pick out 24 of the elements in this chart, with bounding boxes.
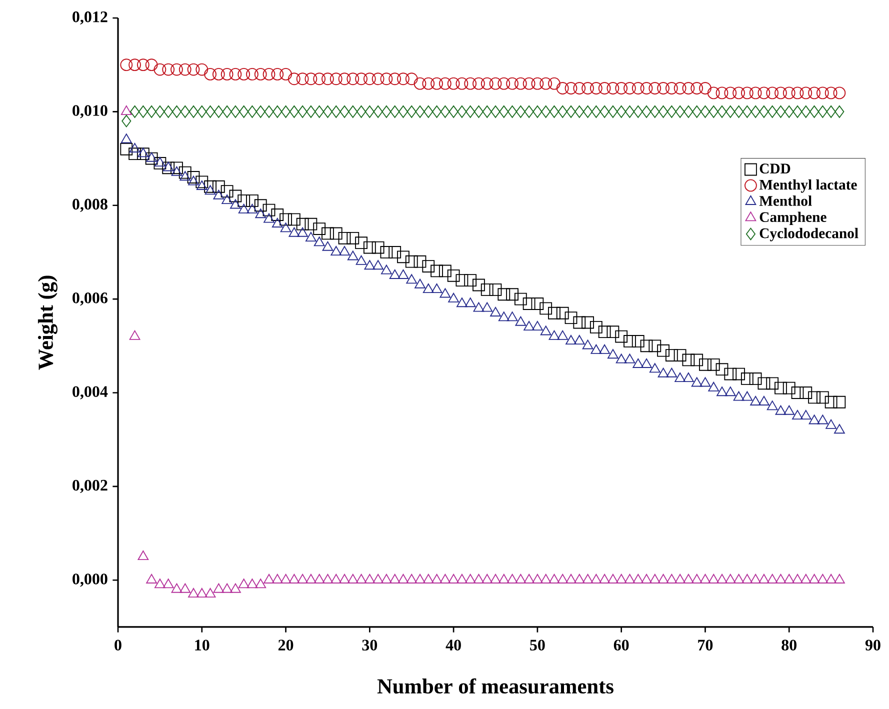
x-tick-label: 90	[865, 640, 880, 650]
legend-label: Cyclododecanol	[760, 228, 858, 242]
x-tick-label: 60	[614, 640, 629, 650]
legend-label: Menthyl lactate	[759, 179, 857, 193]
x-tick-label: 80	[782, 640, 796, 650]
y-tick-label: 0,006	[72, 292, 108, 306]
legend-label: Camphene	[760, 212, 826, 226]
y-tick-label: 0,000	[72, 574, 108, 587]
x-tick-label: 30	[362, 640, 378, 650]
y-tick-label: 0,004	[72, 386, 108, 400]
x-tick-label: 10	[195, 640, 210, 650]
legend-label: Menthol	[759, 196, 812, 206]
x-tick-label: 0	[114, 640, 122, 650]
y-tick-label: 0,012	[72, 11, 108, 25]
y-tick-label: 0,010	[72, 105, 108, 118]
x-tick-label: 40	[446, 640, 461, 650]
x-tick-label: 20	[278, 640, 294, 650]
y-tick-label: 0,008	[72, 198, 108, 212]
x-tick-label: 50	[530, 640, 545, 650]
y-tick-label: 0,002	[72, 480, 108, 493]
x-axis-title: Number of measuraments	[377, 678, 614, 694]
y-axis-title: Weight (g)	[38, 276, 58, 370]
x-tick-label: 70	[698, 640, 713, 650]
legend-label: CDD	[760, 164, 790, 174]
